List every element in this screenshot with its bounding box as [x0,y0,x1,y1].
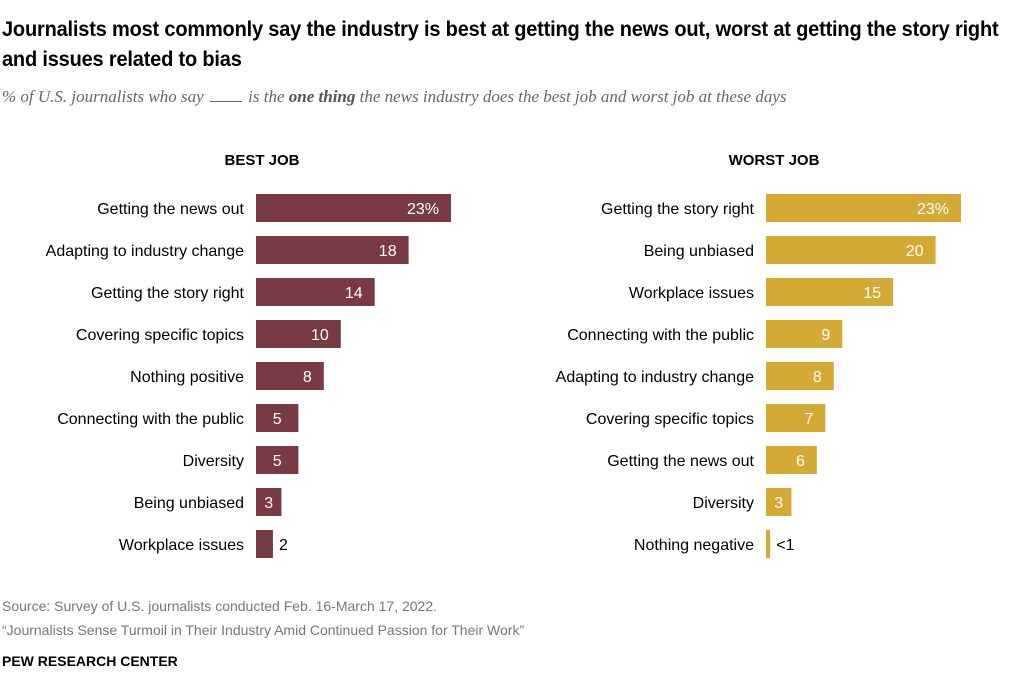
worst-bar [766,320,843,348]
best-category-label: Getting the story right [91,285,245,302]
best-category-label: Adapting to industry change [46,243,244,260]
worst-bar [766,404,826,432]
worst-bar [766,194,961,222]
worst-bar [766,530,771,558]
best-bar [256,320,341,348]
best-value-label: 14 [345,285,363,302]
chart-title: Journalists most commonly say the indust… [2,17,999,71]
worst-value-label: <1 [776,537,794,554]
best-category-label: Diversity [183,453,244,470]
worst-value-label: 6 [796,453,805,470]
worst-panel-title: WORST JOB [729,152,820,169]
best-category-label: Covering specific topics [76,327,244,344]
source-note: Source: Survey of U.S. journalists condu… [2,598,438,614]
best-value-label: 8 [303,369,312,386]
worst-bar [766,446,817,474]
worst-value-label: 20 [906,243,924,260]
worst-bar [766,236,936,264]
best-value-label: 5 [273,411,282,428]
subtitle-before: % of U.S. journalists who say [2,87,204,106]
pew-logo-text: PEW RESEARCH CENTER [2,653,178,669]
worst-value-label: 3 [774,495,783,512]
worst-bar [766,488,792,516]
worst-category-label: Covering specific topics [586,411,754,428]
best-value-label: 23% [407,201,439,218]
worst-category-label: Being unbiased [644,243,754,260]
worst-category-label: Diversity [693,495,754,512]
worst-value-label: 7 [804,411,813,428]
best-panel-title: BEST JOB [224,152,299,169]
best-category-label: Workplace issues [119,537,244,554]
best-bar [256,362,324,390]
report-title: “Journalists Sense Turmoil in Their Indu… [2,622,525,638]
best-bar [256,530,273,558]
chart-subtitle: % of U.S. journalists who say is the one… [2,87,786,107]
worst-bar [766,278,894,306]
subtitle-middle: is the [248,87,285,106]
worst-category-label: Adapting to industry change [556,369,754,386]
worst-bar [766,362,834,390]
best-value-label: 5 [273,453,282,470]
best-value-label: 2 [279,537,288,554]
subtitle-emphasis: one thing [288,87,356,106]
worst-value-label: 23% [917,201,949,218]
best-bar [256,278,375,306]
best-bar [256,236,409,264]
best-bar [256,446,299,474]
worst-category-label: Workplace issues [629,285,754,302]
best-value-label: 10 [311,327,329,344]
best-category-label: Getting the news out [97,201,244,218]
worst-category-label: Getting the news out [607,453,754,470]
best-value-label: 18 [379,243,397,260]
worst-category-label: Nothing negative [634,537,754,554]
best-bar [256,194,451,222]
best-category-label: Being unbiased [134,495,244,512]
worst-value-label: 9 [821,327,830,344]
best-bar [256,488,282,516]
best-bar [256,404,299,432]
subtitle-blank [209,101,242,102]
best-value-label: 3 [264,495,273,512]
subtitle-after: the news industry does the best job and … [359,87,787,106]
worst-value-label: 8 [813,369,822,386]
best-category-label: Nothing positive [130,369,244,386]
best-category-label: Connecting with the public [57,411,244,428]
worst-category-label: Getting the story right [601,201,755,218]
worst-value-label: 15 [863,285,881,302]
worst-category-label: Connecting with the public [567,327,754,344]
